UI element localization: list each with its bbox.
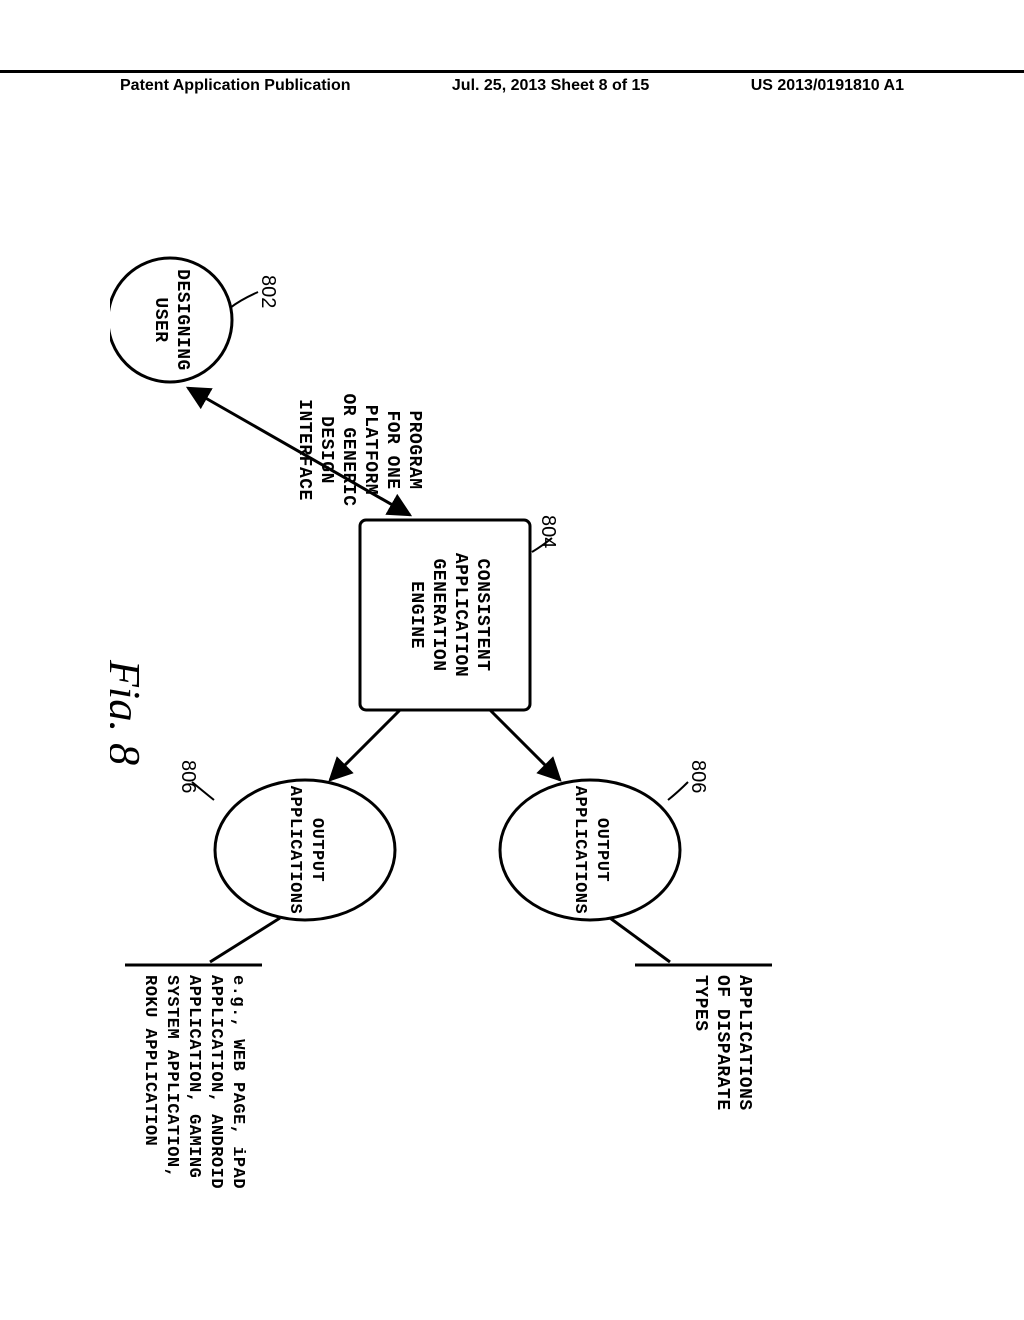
ref-806b: 806 (177, 760, 199, 793)
ref-802: 802 (257, 275, 279, 308)
annotation-disparate: APPLICATIONS OF DISPARATE TYPES (690, 975, 754, 1111)
svg-text:PLATFORM: PLATFORM (360, 405, 380, 495)
figure-diagram: DESIGNING USER 802 PROGRAM FOR ONE PLATF… (110, 160, 910, 1200)
header-center: Jul. 25, 2013 Sheet 8 of 15 (452, 77, 649, 95)
svg-text:DESIGN: DESIGN (316, 416, 336, 484)
svg-text:OF DISPARATE: OF DISPARATE (712, 975, 732, 1111)
svg-text:APPLICATION, GAMING: APPLICATION, GAMING (184, 975, 203, 1178)
svg-text:SYSTEM APPLICATION,: SYSTEM APPLICATION, (162, 975, 181, 1178)
out1-l1: OUTPUT (592, 818, 611, 882)
edge-engine-out1 (490, 710, 560, 780)
engine-l2: APPLICATION (450, 553, 470, 677)
out2-l2: APPLICATIONS (285, 786, 304, 914)
header-right: US 2013/0191810 A1 (751, 77, 904, 95)
node-user-line2: USER (150, 297, 170, 342)
svg-text:TYPES: TYPES (690, 975, 710, 1032)
out1-l2: APPLICATIONS (570, 786, 589, 914)
node-output-1 (500, 780, 680, 920)
callout-examples (210, 918, 280, 962)
node-designing-user (110, 258, 232, 382)
svg-text:INTERFACE: INTERFACE (294, 399, 314, 501)
figure-label: Fig. 8 (110, 659, 149, 765)
annotation-input: PROGRAM FOR ONE PLATFORM OR GENERIC DESI… (294, 393, 424, 506)
edge-engine-out2 (330, 710, 400, 780)
callout-disparate (610, 918, 670, 962)
svg-text:APPLICATIONS: APPLICATIONS (734, 975, 754, 1111)
node-output-2 (215, 780, 395, 920)
page-header: Patent Application Publication Jul. 25, … (0, 70, 1024, 95)
engine-l3: GENERATION (428, 558, 448, 671)
ref-804: 804 (537, 515, 559, 548)
svg-text:OR GENERIC: OR GENERIC (338, 393, 358, 506)
engine-l1: CONSISTENT (472, 558, 492, 671)
ref-806a: 806 (687, 760, 709, 793)
engine-l4: ENGINE (406, 581, 426, 649)
leader-806a (668, 782, 688, 800)
header-left: Patent Application Publication (120, 77, 351, 95)
svg-text:ROKU APPLICATION: ROKU APPLICATION (140, 975, 159, 1146)
out2-l1: OUTPUT (307, 818, 326, 882)
leader-802 (230, 292, 258, 308)
svg-text:APPLICATION, ANDROID: APPLICATION, ANDROID (206, 975, 225, 1189)
svg-text:e.g., WEB PAGE, iPAD: e.g., WEB PAGE, iPAD (228, 975, 247, 1189)
svg-text:PROGRAM: PROGRAM (404, 410, 424, 489)
annotation-examples: e.g., WEB PAGE, iPAD APPLICATION, ANDROI… (140, 975, 247, 1189)
diagram-svg: DESIGNING USER 802 PROGRAM FOR ONE PLATF… (110, 160, 910, 1200)
node-user-line1: DESIGNING (172, 269, 192, 371)
svg-text:FOR ONE: FOR ONE (382, 410, 402, 489)
